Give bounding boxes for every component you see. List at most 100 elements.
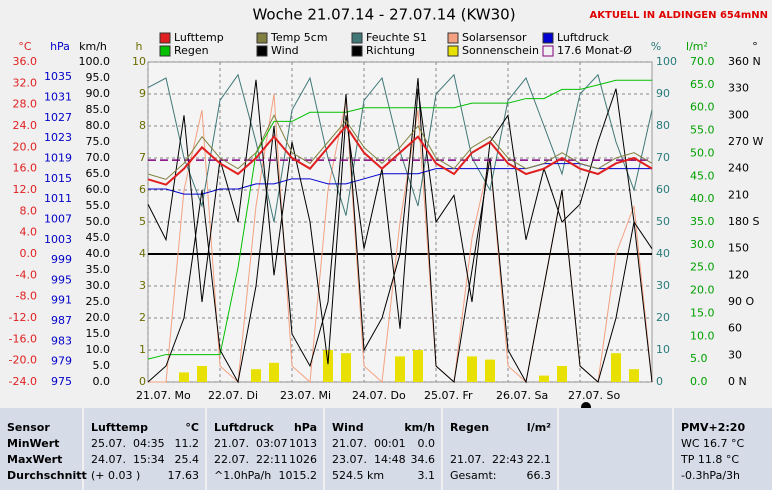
y-tick-label: 28.0 <box>13 98 38 111</box>
y-tick-label: 36.0 <box>13 55 38 68</box>
table-cell: 21.07. 03:07 <box>214 437 288 450</box>
y-tick-label: 120 <box>728 268 749 281</box>
now-marker <box>581 402 591 408</box>
axis-title: ° <box>752 40 758 53</box>
series-line <box>147 124 653 186</box>
y-tick-label: -16.0 <box>9 332 37 345</box>
x-tick-label: 24.07. Do <box>352 389 406 402</box>
y-tick-label: 80.0 <box>86 119 111 132</box>
y-tick-label: 32.0 <box>13 76 38 89</box>
table-cell: 1015.2 <box>278 469 318 482</box>
y-tick-label: 90 O <box>728 295 754 308</box>
y-tick-label: 1011 <box>44 192 72 205</box>
y-tick-label: 90 <box>656 87 670 100</box>
y-tick-label: 330 <box>728 82 749 95</box>
legend-swatch <box>447 32 459 44</box>
y-tick-label: 35.0 <box>86 263 111 276</box>
y-tick-label: -8.0 <box>16 290 37 303</box>
table-group <box>443 408 557 490</box>
y-tick-label: 987 <box>51 314 72 327</box>
legend-label: Solarsensor <box>462 31 527 44</box>
legend-swatch <box>542 32 554 44</box>
table-group <box>0 408 82 490</box>
y-tick-label: 25.0 <box>86 295 111 308</box>
table-cell: MinWert <box>7 437 60 450</box>
y-tick-label: 8.0 <box>20 204 38 217</box>
y-tick-label: 30.0 <box>86 279 111 292</box>
y-tick-label: -4.0 <box>16 268 37 281</box>
legend-label: 17.6 Monat-Ø <box>557 44 632 57</box>
chart-subtitle: AKTUELL IN ALDINGEN 654mNN <box>590 10 768 21</box>
y-tick-label: 40.0 <box>690 192 715 205</box>
y-tick-label: 0 N <box>728 375 747 388</box>
bar <box>611 353 621 382</box>
x-tick-label: 21.07. Mo <box>136 389 191 402</box>
table-cell: 0.0 <box>417 437 436 450</box>
table-cell: 3.1 <box>417 469 436 482</box>
legend-swatch <box>447 45 459 57</box>
y-tick-label: 4.0 <box>20 226 38 239</box>
y-tick-label: 5 <box>139 215 146 228</box>
y-tick-label: 240 <box>728 162 749 175</box>
table-group <box>207 408 323 490</box>
y-tick-label: 80 <box>656 119 670 132</box>
table-cell: Luftdruck <box>214 421 274 434</box>
table-cell: 21.07. 22:43 <box>450 453 524 466</box>
table-cell: 23.07. 14:48 <box>332 453 406 466</box>
y-tick-label: 60.0 <box>86 183 111 196</box>
y-tick-label: 15.0 <box>86 327 111 340</box>
y-tick-label: 50.0 <box>86 215 111 228</box>
legend-swatch <box>542 45 554 57</box>
y-tick-label: 7 <box>139 151 146 164</box>
table-cell: MaxWert <box>7 453 63 466</box>
table-cell: -0.3hPa/3h <box>681 469 740 482</box>
table-group <box>674 408 772 490</box>
y-tick-label: 210 <box>728 188 749 201</box>
y-tick-label: 55.0 <box>690 124 715 137</box>
y-tick-label: -12.0 <box>9 311 37 324</box>
y-tick-label: 1019 <box>44 152 72 165</box>
y-tick-label: 999 <box>51 253 72 266</box>
y-tick-label: 100 <box>656 55 677 68</box>
y-tick-label: 360 N <box>728 55 761 68</box>
table-cell: PMV+2:20 <box>681 421 746 434</box>
y-tick-label: 2 <box>139 311 146 324</box>
data-table: Sensor Lufttemp °C Luftdruck hPa Wind km/h Rege… <box>0 408 772 490</box>
y-tick-label: -20.0 <box>9 354 37 367</box>
y-tick-label: 180 S <box>728 215 759 228</box>
y-tick-label: 20.0 <box>690 284 715 297</box>
y-tick-label: 70 <box>656 151 670 164</box>
table-cell: 1026 <box>289 453 317 466</box>
table-cell: 25.4 <box>174 453 200 466</box>
bar <box>485 359 495 382</box>
legend-swatch <box>159 45 171 57</box>
table-cell: hPa <box>293 421 317 434</box>
y-tick-label: 10.0 <box>86 343 111 356</box>
axis-title: hPa <box>50 40 70 53</box>
y-tick-label: 150 <box>728 242 749 255</box>
y-tick-label: 95.0 <box>86 71 111 84</box>
legend-label: Feuchte S1 <box>366 31 427 44</box>
legend-label: Luftdruck <box>557 31 609 44</box>
legend-swatch <box>256 32 268 44</box>
y-tick-label: 65.0 <box>86 167 111 180</box>
series-line <box>147 79 652 360</box>
y-tick-label: 100.0 <box>79 55 111 68</box>
table-cell: Gesamt: <box>450 469 497 482</box>
y-tick-label: 50.0 <box>690 146 715 159</box>
legend-swatch <box>351 45 363 57</box>
y-tick-label: 30 <box>656 279 670 292</box>
y-tick-label: 0.0 <box>690 375 708 388</box>
table-cell: 1013 <box>289 437 317 450</box>
table-cell: WC 16.7 °C <box>681 437 745 450</box>
legend-label: Temp 5cm <box>270 31 328 44</box>
bar <box>629 369 639 382</box>
y-tick-label: 300 <box>728 108 749 121</box>
bar <box>557 366 567 382</box>
y-tick-label: 55.0 <box>86 199 111 212</box>
bar <box>395 356 405 382</box>
legend-label: Sonnenschein <box>462 44 539 57</box>
legend-label: Lufttemp <box>174 31 224 44</box>
y-tick-label: 45.0 <box>86 231 111 244</box>
